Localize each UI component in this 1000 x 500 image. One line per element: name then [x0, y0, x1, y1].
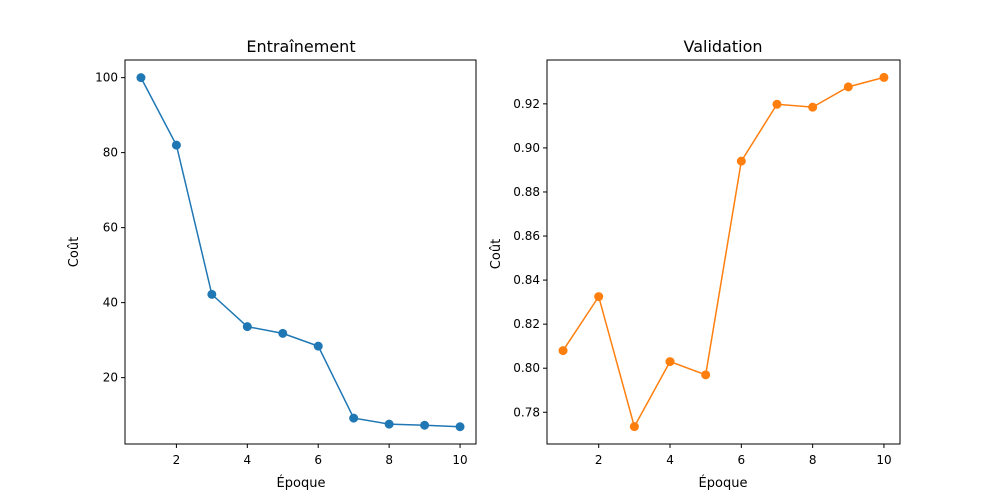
series-line	[140, 77, 461, 428]
data-point	[629, 422, 639, 432]
data-point	[171, 140, 181, 150]
x-tick-label: 2	[173, 453, 181, 467]
data-point	[349, 413, 359, 423]
y-tick-label: 0.80	[513, 361, 540, 375]
x-tick-label: 8	[385, 453, 393, 467]
y-tick-label: 0.90	[513, 141, 540, 155]
x-tick-label: 8	[809, 453, 817, 467]
x-axis: 2 4 6 8 10	[173, 444, 468, 467]
y-tick-label: 0.86	[513, 229, 540, 243]
x-tick-label: 10	[876, 453, 891, 467]
data-point	[207, 289, 217, 299]
chart-title: Validation	[683, 37, 762, 56]
data-point	[558, 346, 568, 356]
x-axis-label: Époque	[699, 475, 748, 491]
x-tick-label: 6	[314, 453, 322, 467]
y-tick-label: 100	[95, 71, 118, 85]
x-axis-label: Époque	[277, 475, 326, 491]
data-point	[278, 328, 288, 338]
y-tick-label: 20	[103, 371, 118, 385]
x-tick-label: 4	[666, 453, 674, 467]
series-layer	[558, 72, 889, 432]
validation-chart: Validation 2 4 6 8 10 0.780.800.820.840.860.…	[489, 37, 901, 491]
data-point	[843, 82, 853, 92]
chart-title: Entraînement	[246, 37, 355, 56]
y-tick-label: 0.78	[513, 405, 540, 419]
plot-frame	[124, 59, 477, 445]
data-point	[313, 341, 323, 351]
y-axis: 20 40 60 80 100	[95, 71, 125, 385]
x-tick-label: 2	[595, 453, 603, 467]
data-point	[879, 72, 889, 82]
y-tick-label: 0.84	[513, 273, 540, 287]
x-axis: 2 4 6 8 10	[595, 444, 892, 467]
data-point	[420, 420, 430, 430]
plot-frame	[546, 59, 901, 445]
data-point	[242, 322, 252, 332]
data-point	[455, 422, 465, 432]
y-axis: 0.78 0.80 0.82 0.84 0.86 0.88 0.90 0.92	[513, 97, 547, 419]
data-point	[136, 73, 146, 83]
x-tick-label: 10	[452, 453, 467, 467]
y-tick-label: 0.82	[513, 317, 540, 331]
data-point	[772, 99, 782, 109]
y-axis-label: Coût	[489, 239, 504, 269]
data-point	[665, 357, 675, 367]
y-tick-label: 0.88	[513, 185, 540, 199]
series-line	[562, 76, 885, 429]
y-axis-label: Coût	[67, 237, 82, 267]
data-point	[384, 419, 394, 429]
data-point	[808, 102, 818, 112]
data-point	[594, 292, 604, 302]
data-point	[701, 370, 711, 380]
series-layer	[136, 73, 465, 432]
x-tick-label: 6	[738, 453, 746, 467]
y-tick-label: 0.92	[513, 97, 540, 111]
y-tick-label: 80	[103, 146, 118, 160]
data-point	[736, 156, 746, 166]
x-tick-label: 4	[243, 453, 251, 467]
y-tick-label: 40	[103, 296, 118, 310]
y-tick-label: 60	[103, 221, 118, 235]
training-chart: Entraînement 2 4 6 8 10 20 40 60 80 100 Époque C…	[67, 37, 477, 491]
